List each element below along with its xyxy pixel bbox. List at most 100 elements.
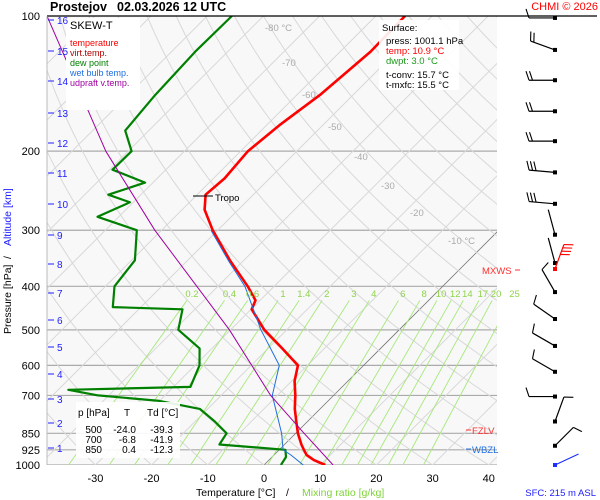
- surface-heading: Surface:: [382, 23, 417, 34]
- wind-barb: [541, 262, 557, 295]
- wind-barb-shaft: [533, 303, 556, 320]
- isotherm-line: [488, 456, 497, 465]
- dry-adiabat-line: [204, 16, 497, 335]
- mixing-ratio-line: [341, 300, 438, 465]
- wind-station-dot: [553, 290, 557, 295]
- pressure-tick-label: 100: [22, 11, 40, 23]
- pressure-tick-label: 600: [22, 360, 40, 372]
- wind-barb-feather: [531, 323, 535, 334]
- table-cell: 0.4: [122, 445, 136, 456]
- series-wet-bulb-temp: [210, 229, 304, 465]
- pressure-tick-label: 500: [22, 325, 40, 337]
- isotherm-line: [47, 16, 320, 290]
- wind-barb-shaft: [554, 426, 574, 447]
- isotherm-label: -60: [302, 90, 316, 101]
- wind-barb-feather: [533, 192, 537, 203]
- table-cell: 500: [85, 425, 102, 436]
- wind-barb: [530, 31, 557, 52]
- series-udpraft-v-temp: [47, 16, 334, 465]
- wind-barb-shaft: [530, 40, 556, 51]
- sfc-label: SFC: 215 m ASL: [525, 488, 596, 499]
- wind-barb-feather: [533, 161, 537, 171]
- wind-barb: [525, 102, 557, 114]
- pressure-tick-label: 700: [22, 390, 40, 402]
- pressure-tick-label: 925: [22, 445, 40, 457]
- legend-virt-temp: virt.temp.: [70, 48, 107, 58]
- temperature-tick-label: -10: [200, 473, 216, 485]
- mixing-ratio-line: [299, 300, 399, 465]
- surface-tmxfc: t-mxfc: 15.5 °C: [386, 80, 449, 91]
- table-cell: -24.0: [113, 425, 136, 436]
- wind-barb-feather: [525, 387, 530, 397]
- wind-station-dot: [553, 15, 557, 20]
- wind-barb-shaft: [554, 396, 565, 422]
- dry-adiabat-line: [292, 16, 497, 237]
- mixing-ratio-label: 0.6: [246, 289, 259, 300]
- wind-barb-shaft: [547, 209, 556, 235]
- isotherm-line: [263, 231, 497, 465]
- table-cell: 700: [85, 435, 102, 446]
- table-cell: -6.8: [119, 435, 137, 446]
- wind-barb-shaft: [547, 237, 556, 264]
- datetime-title: 02.03.2026 12 UTC: [117, 0, 226, 14]
- table-cell: 850: [85, 445, 102, 456]
- surface-tconv: t-conv: 15.7 °C: [386, 70, 449, 81]
- mixing-ratio-line: [215, 300, 323, 465]
- mixing-ratio-line: [423, 325, 497, 465]
- wind-barb: [533, 294, 557, 322]
- mixing-ratio-line: [370, 300, 464, 465]
- copyright: CHMI © 2026: [531, 1, 598, 13]
- mixing-ratio-label: 17: [478, 289, 489, 300]
- y-axis-label: Pressure [hPa]: [2, 264, 14, 334]
- isotherm-line: [47, 16, 489, 458]
- mixing-ratio-line: [357, 300, 452, 465]
- temperature-tick-label: 0: [261, 473, 267, 485]
- altitude-tick-label: 9: [57, 231, 63, 242]
- wind-barb-shaft: [532, 332, 556, 347]
- mixing-ratio-label: 1.4: [297, 289, 310, 300]
- wind-station-dot: [553, 369, 557, 374]
- wind-barb: [525, 131, 557, 144]
- wind-barb: [553, 244, 574, 272]
- legend-heading: SKEW-T: [70, 20, 113, 32]
- x-axis-label: Temperature [°C]: [196, 487, 276, 499]
- table-cell: -41.9: [150, 435, 173, 446]
- temperature-tick-label: -20: [144, 473, 160, 485]
- wind-station-dot: [553, 317, 557, 322]
- wind-barb: [547, 209, 557, 237]
- y-axis-label-altitude: Altitude [km]: [2, 188, 14, 246]
- isotherm-line: [47, 16, 433, 402]
- wind-barb: [525, 387, 557, 399]
- mixing-ratio-label: 8: [421, 289, 426, 300]
- wind-barb: [531, 349, 557, 374]
- isotherm-line: [95, 62, 497, 465]
- wind-station-dot: [553, 394, 557, 399]
- wind-barb-feather: [541, 262, 549, 270]
- altitude-tick-label: 1: [57, 444, 63, 455]
- wind-station-dot: [553, 463, 557, 467]
- temperature-tick-label: 40: [483, 473, 495, 485]
- wind-station-dot: [553, 343, 557, 348]
- isotherm-label: -10 °C: [448, 236, 475, 247]
- isotherm-line: [151, 118, 497, 465]
- table-header-t: T: [124, 408, 130, 419]
- surface-box: [379, 20, 459, 90]
- wind-barb-feather: [531, 349, 535, 359]
- wind-station-dot: [553, 170, 557, 175]
- mixing-ratio-label: 1: [280, 289, 285, 300]
- mxws-label: MXWS: [482, 266, 512, 277]
- wind-station-dot: [553, 261, 557, 266]
- table-header-td: Td [°C]: [147, 408, 178, 419]
- pressure-tick-label: 400: [22, 281, 40, 293]
- altitude-tick-label: 5: [57, 343, 63, 354]
- table-box: [76, 402, 180, 458]
- mixing-ratio-label: 12: [450, 289, 461, 300]
- wind-barb-feather: [526, 160, 530, 171]
- wind-barb-feather: [533, 294, 537, 305]
- dry-adiabat-line: [525, 16, 600, 475]
- dry-adiabat-line: [262, 16, 497, 269]
- temperature-tick-label: 10: [314, 473, 326, 485]
- wbzl-label: WBZL: [472, 445, 498, 456]
- dry-adiabat-line: [47, 221, 265, 465]
- wind-barb: [553, 453, 579, 467]
